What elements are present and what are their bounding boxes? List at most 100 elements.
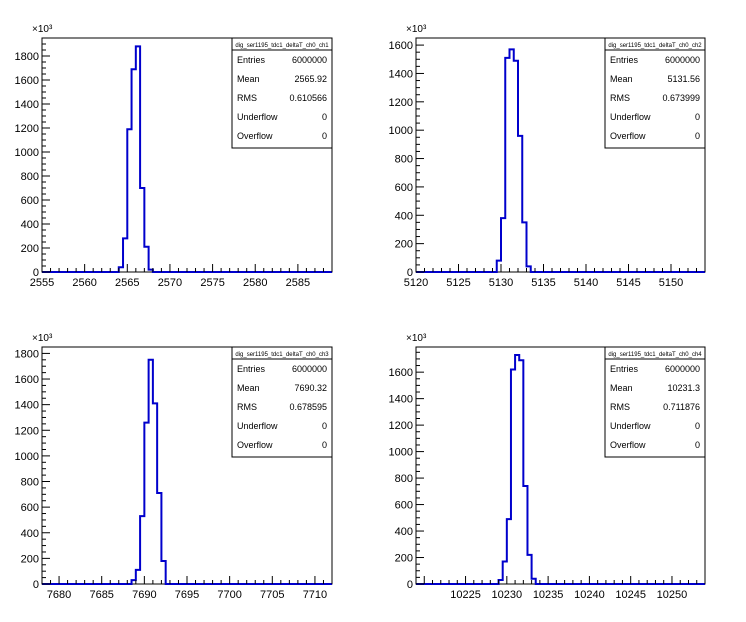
x-tick-label: 5145 (616, 277, 640, 289)
stats-value: 0.610566 (289, 93, 327, 103)
y-tick-label: 600 (21, 502, 39, 514)
stats-label: Entries (610, 364, 639, 374)
stats-label: Underflow (610, 421, 651, 431)
x-tick-label: 2555 (30, 277, 54, 289)
x-tick-label: 5125 (446, 277, 470, 289)
x-tick-label: 7680 (47, 589, 71, 601)
y-tick-label: 1400 (389, 394, 413, 406)
stats-label: Entries (237, 364, 266, 374)
histogram-bin (511, 370, 515, 584)
y-tick-label: 200 (21, 553, 39, 565)
stats-value: 0.678595 (289, 402, 327, 412)
stats-value: 6000000 (665, 364, 700, 374)
y-tick-label: 1600 (389, 367, 413, 379)
stats-value: 0 (695, 440, 700, 450)
y-tick-label: 400 (21, 219, 39, 231)
x-tick-label: 5135 (531, 277, 555, 289)
stats-label: Entries (237, 55, 266, 65)
stats-label: Mean (610, 74, 633, 84)
y-tick-label: 400 (395, 210, 413, 222)
stats-value: 6000000 (292, 55, 327, 65)
stats-value: 6000000 (665, 55, 700, 65)
histogram-panel-1: 2555 2560 2565 2570 2575 2580 2585 0 200 400 600 80… (15, 24, 333, 289)
histogram-bin (144, 247, 148, 272)
stats-value: 0 (695, 131, 700, 141)
x-tick-label: 2560 (72, 277, 96, 289)
histogram-bin (132, 69, 136, 272)
y-tick-label: 400 (21, 528, 39, 540)
histogram-bin (140, 188, 144, 272)
stats-box-frame (231, 346, 333, 458)
y-tick-label: 1400 (15, 400, 39, 412)
y-tick-label: 1800 (15, 51, 39, 63)
stats-label: Mean (237, 74, 260, 84)
stats-label: Entries (610, 55, 639, 65)
x-tick-label: 5140 (574, 277, 598, 289)
x-tick-label: 7685 (89, 589, 113, 601)
x-tick-label: 10235 (533, 589, 564, 601)
histogram-panel-4: 10225 10230 10235 10240 10245 10250 0 200 400 600… (389, 333, 706, 601)
histogram-bin (132, 580, 136, 584)
x-tick-label: 5120 (404, 277, 428, 289)
histogram-line (42, 45, 332, 273)
stats-box: dig_ser1195_tdc1_deltaT_ch0_ch1 Entries 60… (231, 37, 333, 149)
stats-value: 0 (322, 112, 327, 122)
histogram-bin (136, 46, 140, 272)
histogram-line (416, 353, 705, 585)
x-tick-label: 7690 (132, 589, 156, 601)
stats-label: RMS (237, 93, 257, 103)
stats-label: RMS (237, 402, 257, 412)
stats-value: 5131.56 (667, 74, 700, 84)
stats-box-frame (604, 346, 706, 458)
histogram-bin (523, 486, 527, 584)
histogram-bin (527, 266, 531, 272)
stats-box: dig_ser1195_tdc1_deltaT_ch0_ch3 Entries 60… (231, 346, 333, 458)
x-tick-label: 2565 (115, 277, 139, 289)
histogram-name: dig_ser1195_tdc1_deltaT_ch0_ch1 (235, 43, 329, 49)
y-multiplier-label: ×10³ (32, 24, 53, 35)
histogram-name: dig_ser1195_tdc1_deltaT_ch0_ch3 (235, 352, 329, 358)
y-tick-label: 0 (407, 579, 413, 591)
y-tick-label: 1400 (15, 99, 39, 111)
stats-label: Mean (610, 383, 633, 393)
histogram-bin (532, 579, 536, 584)
stats-value: 0 (695, 421, 700, 431)
histogram-bin (127, 129, 131, 272)
y-multiplier-label: ×10³ (406, 24, 427, 35)
histogram-bin (505, 58, 509, 272)
histogram-bin (119, 267, 123, 272)
stats-value: 0 (322, 131, 327, 141)
stats-value: 0 (322, 440, 327, 450)
y-tick-label: 1600 (15, 374, 39, 386)
x-tick-label: 2575 (200, 277, 224, 289)
stats-label: Mean (237, 383, 260, 393)
y-tick-label: 600 (21, 195, 39, 207)
x-tick-label: 7695 (175, 589, 199, 601)
y-tick-label: 1600 (15, 75, 39, 87)
stats-box-frame (231, 37, 333, 149)
histogram-bin (136, 570, 140, 584)
stats-value: 7690.32 (294, 383, 327, 393)
histogram-bin (149, 360, 153, 584)
y-tick-label: 600 (395, 182, 413, 194)
stats-label: Underflow (237, 112, 278, 122)
stats-label: RMS (610, 402, 630, 412)
x-tick-label: 2580 (243, 277, 267, 289)
y-tick-label: 0 (407, 267, 413, 279)
x-tick-label: 10245 (615, 589, 646, 601)
x-tick-label: 2570 (158, 277, 182, 289)
histogram-bin (514, 61, 518, 272)
histogram-bin (153, 403, 157, 584)
histogram-bin (527, 555, 531, 584)
y-tick-label: 1000 (389, 447, 413, 459)
y-tick-label: 200 (21, 243, 39, 255)
stats-box-frame (604, 37, 706, 149)
y-tick-label: 1000 (15, 147, 39, 159)
y-tick-label: 1200 (15, 425, 39, 437)
y-multiplier-label: ×10³ (406, 333, 427, 344)
stats-label: Overflow (610, 440, 646, 450)
x-tick-label: 10250 (657, 589, 688, 601)
stats-value: 0 (695, 112, 700, 122)
histogram-line (416, 48, 705, 273)
y-tick-label: 1200 (389, 420, 413, 432)
